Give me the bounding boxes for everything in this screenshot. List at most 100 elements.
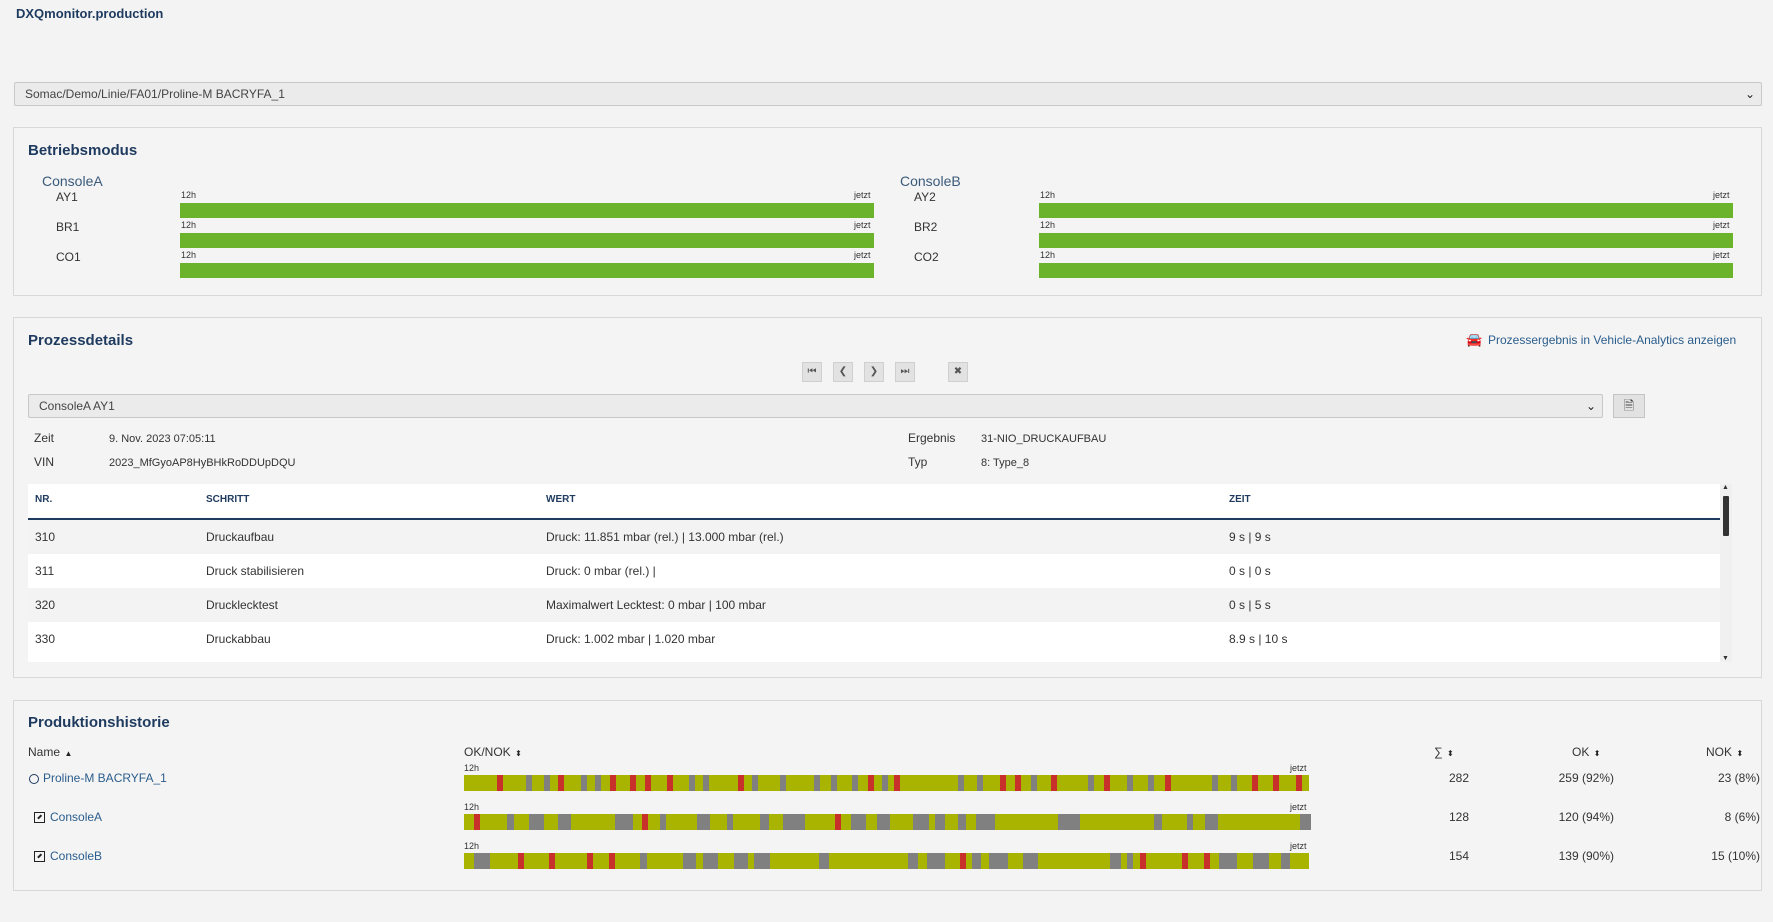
strip-nok-segment <box>609 853 615 869</box>
strip-idle-segment <box>558 814 571 830</box>
zeit-value: 9. Nov. 2023 07:05:11 <box>109 433 216 445</box>
strip-idle-segment <box>1110 853 1121 869</box>
nok-value: 23 (8%) <box>1717 771 1760 785</box>
station-select-value: Somac/Demo/Linie/FA01/Proline-M BACRYFA_… <box>25 87 285 101</box>
strip-idle-segment <box>1300 814 1311 830</box>
table-scrollbar[interactable]: ▲ ▼ <box>1720 484 1732 662</box>
timeline-end-label: jetzt <box>1713 250 1730 260</box>
cell-wert: Druck: 0 mbar (rel.) | <box>546 564 656 578</box>
ok-header: OK <box>1572 745 1590 759</box>
mode-bar <box>180 263 874 278</box>
sort-by-sum[interactable]: ∑ ⬍ <box>1434 743 1454 761</box>
strip-nok-segment <box>630 775 636 791</box>
table-row[interactable]: 330 Druckabbau Druck: 1.002 mbar | 1.020… <box>28 622 1720 656</box>
strip-nok-segment <box>1000 775 1006 791</box>
next-record-button[interactable]: ❯ <box>864 362 884 382</box>
name-header: Name <box>28 745 61 759</box>
chevron-down-icon: ⌄ <box>1744 87 1755 101</box>
strip-nok-segment <box>1273 775 1279 791</box>
strip-idle-segment <box>581 775 587 791</box>
previous-record-button[interactable]: ❮ <box>833 362 853 382</box>
strip-nok-segment <box>738 775 744 791</box>
sort-by-oknok[interactable]: OK/NOK ⬍ <box>464 743 522 761</box>
scroll-down-icon[interactable]: ▼ <box>1722 655 1729 662</box>
strip-idle-segment <box>1154 814 1162 830</box>
sort-by-nok[interactable]: NOK ⬍ <box>1706 743 1743 761</box>
cell-wert: Druck: 1.002 mbar | 1.020 mbar <box>546 632 716 646</box>
first-record-button[interactable]: ⏮ <box>802 362 822 382</box>
column-header-wert[interactable]: WERT <box>546 494 576 505</box>
sort-icon: ⬍ <box>515 749 522 758</box>
close-record-button[interactable]: ✖ <box>948 362 968 382</box>
strip-idle-segment <box>1281 853 1290 869</box>
strip-idle-segment <box>913 814 929 830</box>
mode-bar <box>1039 203 1733 218</box>
strip-start-label: 12h <box>464 841 480 851</box>
strip-nok-segment <box>960 853 966 869</box>
typ-label: Typ <box>908 455 928 469</box>
sum-value: 282 <box>1448 771 1469 785</box>
cell-nr: 320 <box>35 598 56 612</box>
strip-ok-segment <box>464 853 1309 869</box>
sort-by-name[interactable]: Name ▲ <box>28 743 72 761</box>
console-select[interactable]: ConsoleA AY1 ⌄ <box>28 394 1603 418</box>
strip-idle-segment <box>660 814 666 830</box>
strip-nok-segment <box>642 814 648 830</box>
strip-start-label: 12h <box>464 763 480 773</box>
export-button[interactable]: 🗎 <box>1613 394 1645 418</box>
cell-nr: 310 <box>35 530 56 544</box>
betriebsmodus-title: Betriebsmodus <box>28 142 138 159</box>
strip-idle-segment <box>958 775 964 791</box>
external-link-icon[interactable] <box>34 812 45 823</box>
cell-wert: Druck: 11.851 mbar (rel.) | 13.000 mbar … <box>546 530 784 544</box>
timeline-start-label: 12h <box>1040 250 1056 260</box>
strip-idle-segment <box>1231 775 1237 791</box>
column-header-schritt[interactable]: SCHRITT <box>206 494 250 505</box>
column-header-zeit[interactable]: ZEIT <box>1229 494 1251 505</box>
strip-idle-segment <box>1127 853 1133 869</box>
timeline-start-label: 12h <box>1040 190 1056 200</box>
nok-header: NOK <box>1706 745 1733 759</box>
process-steps-table[interactable]: NR. SCHRITT WERT ZEIT 310 Druckaufbau Dr… <box>28 484 1732 662</box>
console-b-title: ConsoleB <box>900 173 961 189</box>
history-name-link[interactable]: ConsoleB <box>50 849 103 863</box>
external-link-icon[interactable] <box>34 851 45 862</box>
strip-idle-segment <box>1187 814 1193 830</box>
station-select[interactable]: Somac/Demo/Linie/FA01/Proline-M BACRYFA_… <box>14 82 1762 106</box>
strip-nok-segment <box>549 853 555 869</box>
mode-bar <box>180 233 874 248</box>
strip-nok-segment <box>868 775 874 791</box>
strip-start-label: 12h <box>464 802 480 812</box>
column-header-nr[interactable]: NR. <box>35 494 53 505</box>
strip-nok-segment <box>558 775 564 791</box>
strip-idle-segment <box>727 814 733 830</box>
strip-idle-segment <box>474 853 490 869</box>
table-row[interactable]: 310 Druckaufbau Druck: 11.851 mbar (rel.… <box>28 520 1720 554</box>
sort-icon: ⬍ <box>1593 749 1601 758</box>
oknok-strip[interactable] <box>464 853 1309 869</box>
oknok-strip[interactable] <box>464 775 1309 791</box>
table-row[interactable]: 320 Drucklecktest Maximalwert Lecktest: … <box>28 588 1720 622</box>
circle-icon <box>29 774 39 784</box>
timeline-start-label: 12h <box>1040 220 1056 230</box>
history-name-link[interactable]: Proline-M BACRYFA_1 <box>43 771 167 785</box>
produktionshistorie-panel: Produktionshistorie Name ▲ OK/NOK ⬍ ∑ ⬍ … <box>13 700 1762 891</box>
mode-bar <box>180 203 874 218</box>
strip-nok-segment <box>474 814 480 830</box>
table-row[interactable]: 311 Druck stabilisieren Druck: 0 mbar (r… <box>28 554 1720 588</box>
console-a-title: ConsoleA <box>42 173 103 189</box>
ok-value: 259 (92%) <box>1558 771 1614 785</box>
strip-idle-segment <box>1205 814 1218 830</box>
strip-idle-segment <box>1219 853 1237 869</box>
oknok-strip[interactable] <box>464 814 1311 830</box>
scroll-up-icon[interactable]: ▲ <box>1722 484 1729 491</box>
strip-idle-segment <box>851 814 866 830</box>
strip-idle-segment <box>882 775 888 791</box>
last-record-button[interactable]: ⏭ <box>895 362 915 382</box>
strip-nok-segment <box>1051 775 1057 791</box>
history-name-link[interactable]: ConsoleA <box>50 810 103 824</box>
sort-by-ok[interactable]: OK ⬍ <box>1572 743 1601 761</box>
scrollbar-thumb[interactable] <box>1723 496 1729 536</box>
strip-idle-segment <box>760 814 769 830</box>
strip-idle-segment <box>1088 775 1094 791</box>
